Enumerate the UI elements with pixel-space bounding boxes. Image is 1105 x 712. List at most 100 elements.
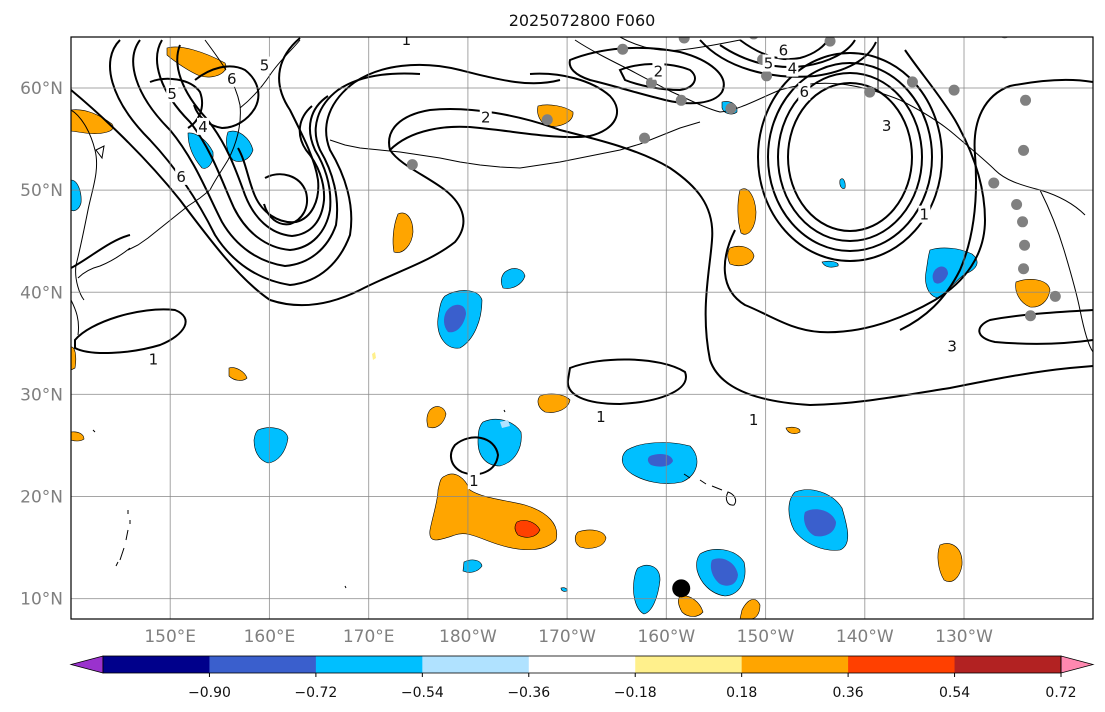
contour-label: 6 xyxy=(779,41,789,59)
contour-label: 1 xyxy=(749,411,759,429)
station-dot xyxy=(761,70,773,82)
contour-line xyxy=(719,39,856,68)
positive-anomaly-region xyxy=(727,245,755,267)
longitude-tick-label: 130°W xyxy=(935,627,993,647)
negative-anomaly-region xyxy=(821,260,839,268)
colorbar-extend-low xyxy=(69,655,104,674)
station-dot xyxy=(645,77,657,89)
contour-line xyxy=(74,308,187,354)
contour-label: 5 xyxy=(260,57,270,75)
contour-line xyxy=(723,49,987,334)
contour-line xyxy=(176,44,326,238)
station-dot xyxy=(678,37,690,44)
contour-label-halo xyxy=(225,69,238,87)
station-dot xyxy=(1011,198,1023,210)
longitude-labels: 150°E 160°E 170°E 180°W 170°W 160°W 150°W 140°W… xyxy=(144,627,993,647)
contour-label-halo xyxy=(918,205,931,223)
weak-positive-edge xyxy=(372,352,376,360)
contour-line xyxy=(978,309,1093,345)
contour-label-halo xyxy=(786,59,799,77)
strong-negative-core xyxy=(443,304,466,333)
colorbar-outline xyxy=(102,655,1062,674)
colorbar-tick-label: 0.54 xyxy=(939,685,970,701)
colorbar-tick-label: −0.36 xyxy=(507,685,550,701)
station-dot xyxy=(1020,94,1032,106)
colorbar-segment xyxy=(315,656,423,673)
colorbar: −0.90 −0.72 −0.54 −0.36 −0.18 0.18 0.36 0.54 0.7… xyxy=(69,655,1095,701)
colorbar-segment xyxy=(422,656,530,673)
longitude-tick-label: 150°W xyxy=(737,627,795,647)
aleutian-islands xyxy=(329,121,701,169)
contour-label: 6 xyxy=(227,70,237,88)
positive-anomaly-region xyxy=(392,212,414,253)
contour-label-halo xyxy=(258,56,271,74)
station-dot xyxy=(1049,290,1061,302)
station-dot xyxy=(1019,239,1031,251)
contour-line xyxy=(787,82,913,232)
positive-anomaly-region xyxy=(574,529,607,549)
contour-line xyxy=(389,72,619,151)
station-dot xyxy=(906,76,918,88)
contour-line xyxy=(568,46,725,105)
station-dot xyxy=(675,94,687,106)
contour-label-halo xyxy=(166,85,179,103)
contour-line xyxy=(699,39,877,78)
contour-label-halo xyxy=(196,117,209,135)
contour-line xyxy=(156,39,332,252)
station-dot xyxy=(824,37,836,47)
contour-line xyxy=(237,37,320,224)
contour-label-halo xyxy=(762,54,775,72)
mariana-islands xyxy=(115,510,131,567)
hawaii-islands xyxy=(683,473,737,506)
colorbar-segment xyxy=(528,656,636,673)
contour-label: 1 xyxy=(596,408,606,426)
colorbar-segment xyxy=(848,656,956,673)
colorbar-segment xyxy=(103,656,210,673)
contour-line xyxy=(109,39,561,287)
contour-line xyxy=(739,37,831,61)
contour-label-halo xyxy=(880,116,893,134)
positive-anomaly-region xyxy=(677,595,704,617)
contour-label: 5 xyxy=(167,85,177,103)
positive-anomaly-region xyxy=(71,431,85,442)
contour-line xyxy=(767,62,933,252)
contour-label-halo xyxy=(479,108,492,126)
contour-line xyxy=(71,89,1093,407)
shaded-anomaly-features xyxy=(71,46,1051,619)
contour-line xyxy=(149,77,204,129)
negative-anomaly-region xyxy=(253,427,289,464)
contour-label: 2 xyxy=(654,63,664,81)
colorbar-tick-label: 0.18 xyxy=(726,685,757,701)
contour-label-halo xyxy=(594,407,607,425)
latitude-tick-label: 60°N xyxy=(20,79,63,99)
negative-anomaly-region xyxy=(477,419,522,467)
storm-position-marker xyxy=(672,579,691,598)
contour-label-halo xyxy=(652,62,665,80)
contour-label: 6 xyxy=(799,83,809,101)
north-america-coastline xyxy=(1039,189,1093,353)
contour-line xyxy=(449,436,500,476)
colorbar-tick-label: −0.54 xyxy=(401,685,444,701)
longitude-tick-label: 160°E xyxy=(244,627,296,647)
positive-anomaly-region xyxy=(785,426,801,434)
contour-label-halo xyxy=(147,350,160,368)
station-dot xyxy=(988,177,1000,189)
colorbar-segment xyxy=(954,656,1062,673)
latitude-tick-label: 20°N xyxy=(20,487,63,507)
station-dot xyxy=(1018,144,1030,156)
station-dot xyxy=(864,86,876,98)
contour-label: 5 xyxy=(764,55,774,73)
contour-label: 1 xyxy=(149,351,159,369)
contour-line xyxy=(566,358,687,406)
station-dot xyxy=(639,132,651,144)
contour-label-halo xyxy=(175,167,188,185)
station-dot xyxy=(1017,216,1029,228)
positive-anomaly-region xyxy=(426,406,447,429)
latitude-tick-label: 10°N xyxy=(20,590,63,610)
positive-anomaly-region xyxy=(228,367,248,381)
negative-anomaly-region xyxy=(839,178,846,189)
longitude-tick-label: 180°W xyxy=(439,627,497,647)
longitude-tick-label: 170°W xyxy=(538,627,596,647)
contour-label: 4 xyxy=(198,118,208,136)
